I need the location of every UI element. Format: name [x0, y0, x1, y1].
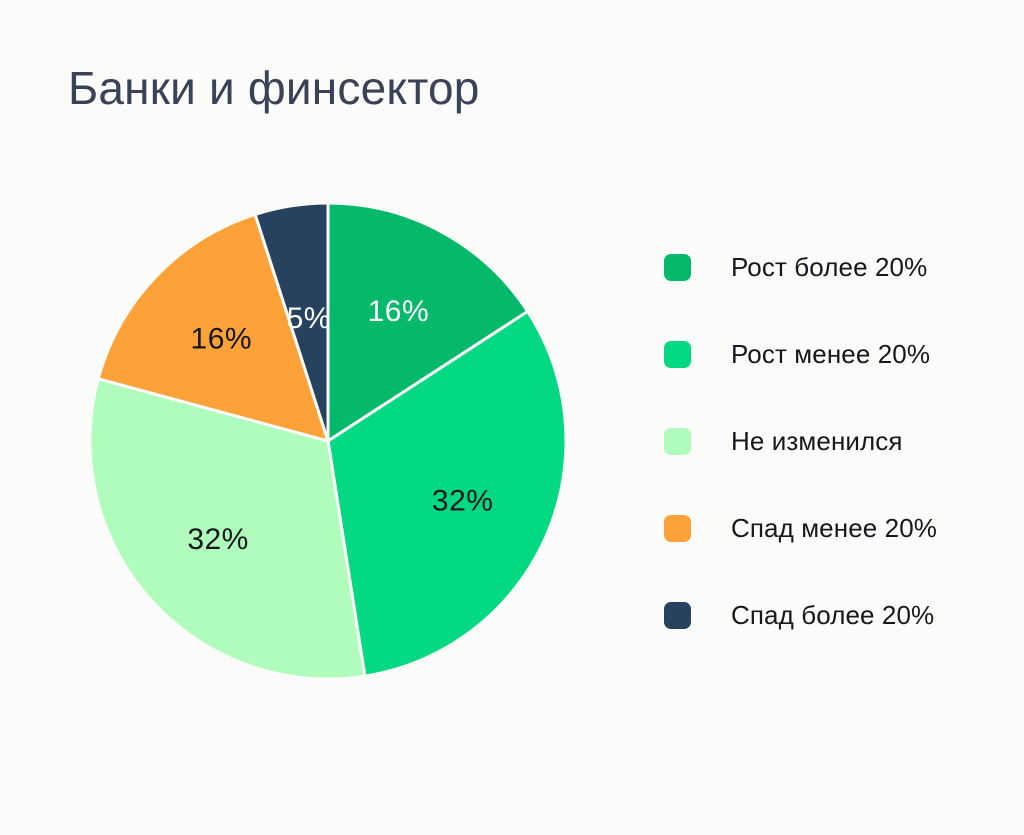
pie-slice-group	[88, 201, 568, 681]
pie-slice-label: 32%	[432, 485, 494, 518]
legend-item-spad-bolee-20[interactable]: Спад более 20%	[664, 600, 994, 630]
pie-chart-svg: 16% 32% 32% 16% 5%	[88, 201, 568, 681]
pie-slice[interactable]	[326, 309, 568, 678]
legend-item-label: Спад более 20%	[731, 600, 935, 630]
pie-slice[interactable]	[88, 377, 367, 681]
legend-swatch-icon	[664, 253, 691, 281]
pie-slice[interactable]	[326, 201, 530, 443]
legend-item-spad-menee-20[interactable]: Спад менее 20%	[664, 513, 994, 543]
pie-slice[interactable]	[96, 212, 330, 443]
pie-slice-label: 32%	[187, 523, 249, 556]
legend-swatch-icon	[664, 601, 691, 629]
legend-swatch-icon	[664, 427, 691, 455]
legend-swatch-icon	[664, 514, 691, 542]
legend-item-label: Спад менее 20%	[731, 513, 937, 543]
page-title: Банки и финсектор	[68, 62, 480, 114]
pie-label-group: 16% 32% 32% 16% 5%	[187, 295, 493, 556]
legend-swatch-icon	[664, 340, 691, 368]
legend-item-ne-izmenilsya[interactable]: Не изменился	[664, 426, 994, 456]
pie-slice-label: 16%	[191, 323, 253, 356]
legend-item-label: Рост менее 20%	[731, 339, 931, 369]
pie-slice-label: 5%	[287, 302, 331, 335]
pie-slice[interactable]	[253, 201, 330, 443]
pie-slice-label: 16%	[368, 295, 430, 328]
pie-chart: 16% 32% 32% 16% 5%	[88, 201, 568, 681]
legend-item-rost-menee-20[interactable]: Рост менее 20%	[664, 339, 994, 369]
legend-item-label: Не изменился	[731, 426, 903, 456]
legend-item-label: Рост более 20%	[731, 252, 928, 282]
chart-legend: Рост более 20% Рост менее 20% Не изменил…	[664, 252, 994, 630]
legend-item-rost-bolee-20[interactable]: Рост более 20%	[664, 252, 994, 282]
